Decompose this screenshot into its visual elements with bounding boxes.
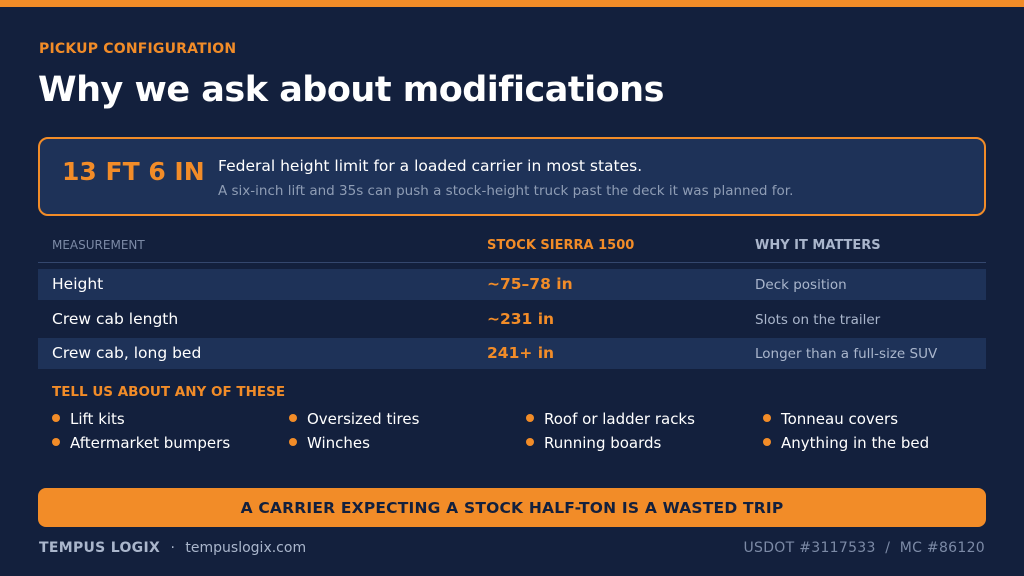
list-item-label: Running boards: [544, 434, 662, 452]
table-row: Crew cab length ~231 in Slots on the tra…: [38, 304, 986, 335]
bullet-dot-icon: [289, 438, 297, 446]
table-row: Height ~75–78 in Deck position: [38, 269, 986, 300]
list-item-label: Aftermarket bumpers: [70, 434, 231, 452]
bullet-dot-icon: [526, 438, 534, 446]
row-why: Slots on the trailer: [755, 312, 881, 328]
top-accent-bar: [0, 0, 1024, 7]
list-item: Tonneau covers: [763, 410, 898, 428]
list-item: Oversized tires: [289, 410, 419, 428]
page-title: Why we ask about modifications: [38, 70, 664, 110]
warning-banner-text: A CARRIER EXPECTING A STOCK HALF-TON IS …: [240, 498, 784, 517]
list-item-label: Tonneau covers: [781, 410, 899, 428]
bullet-dot-icon: [52, 438, 60, 446]
row-measurement: Crew cab length: [52, 310, 179, 328]
list-item-label: Winches: [307, 434, 370, 452]
bullet-dot-icon: [289, 414, 297, 422]
bullet-dot-icon: [52, 414, 60, 422]
footer-brand-line: TEMPUS LOGIX · tempuslogix.com: [39, 540, 306, 556]
footer-brand: TEMPUS LOGIX: [39, 540, 161, 556]
height-limit-callout: 13 FT 6 IN Federal height limit for a lo…: [38, 137, 986, 216]
header-divider: [38, 262, 986, 263]
list-item: Anything in the bed: [763, 434, 929, 452]
list-item: Running boards: [526, 434, 661, 452]
row-stock-value: 241+ in: [487, 344, 555, 362]
callout-sub-text: A six-inch lift and 35s can push a stock…: [218, 183, 794, 199]
row-measurement: Height: [52, 275, 104, 293]
bullet-dot-icon: [763, 414, 771, 422]
list-item-label: Anything in the bed: [781, 434, 930, 452]
list-item-label: Lift kits: [70, 410, 125, 428]
column-header-measurement: MEASUREMENT: [52, 238, 145, 252]
list-item-label: Oversized tires: [307, 410, 420, 428]
bullet-dot-icon: [763, 438, 771, 446]
bullet-dot-icon: [526, 414, 534, 422]
list-item-label: Roof or ladder racks: [544, 410, 695, 428]
height-limit-value: 13 FT 6 IN: [62, 157, 205, 186]
row-stock-value: ~231 in: [487, 310, 555, 328]
list-item: Lift kits: [52, 410, 125, 428]
modifications-heading: TELL US ABOUT ANY OF THESE: [52, 384, 286, 400]
footer-credentials: USDOT #3117533 / MC #86120: [743, 540, 985, 556]
column-header-why: WHY IT MATTERS: [755, 238, 881, 253]
section-eyebrow: PICKUP CONFIGURATION: [39, 41, 237, 57]
table-row: Crew cab, long bed 241+ in Longer than a…: [38, 338, 986, 369]
list-item: Winches: [289, 434, 370, 452]
row-stock-value: ~75–78 in: [487, 275, 573, 293]
column-header-stock: STOCK SIERRA 1500: [487, 238, 635, 253]
footer-separator: ·: [170, 540, 175, 556]
row-why: Longer than a full-size SUV: [755, 346, 938, 362]
callout-main-text: Federal height limit for a loaded carrie…: [218, 157, 643, 175]
list-item: Roof or ladder racks: [526, 410, 695, 428]
row-why: Deck position: [755, 277, 847, 293]
list-item: Aftermarket bumpers: [52, 434, 230, 452]
warning-banner: A CARRIER EXPECTING A STOCK HALF-TON IS …: [38, 488, 986, 527]
row-measurement: Crew cab, long bed: [52, 344, 202, 362]
footer-website: tempuslogix.com: [185, 540, 307, 556]
